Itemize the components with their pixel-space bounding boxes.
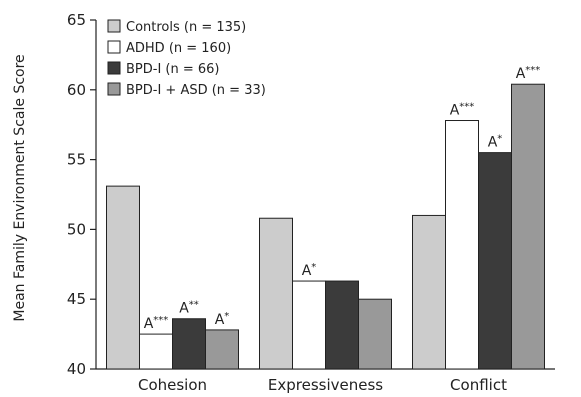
x-tick-label: Cohesion [138, 376, 207, 394]
y-axis-label: Mean Family Environment Scale Score [12, 54, 28, 321]
y-tick-label: 45 [67, 290, 86, 308]
bar [172, 318, 206, 370]
y-tick-label: 50 [67, 220, 86, 238]
bar-annotation: A*** [516, 65, 541, 82]
bar [106, 185, 140, 370]
legend-label: ADHD (n = 160) [126, 41, 231, 56]
bar-annotation: A*** [450, 102, 475, 119]
x-tick-label: Expressiveness [268, 376, 383, 394]
legend-swatch [107, 82, 121, 96]
bar [259, 217, 293, 370]
legend: Controls (n = 135) ADHD (n = 160) BPD-I (n… [107, 19, 266, 98]
legend-swatch [107, 40, 121, 54]
bar [292, 280, 326, 370]
legend-label: BPD-I (n = 66) [126, 62, 220, 77]
legend-label: Controls (n = 135) [126, 20, 246, 35]
bar-annotations: A*** A* A*** A** A* A* A*** [144, 65, 541, 332]
legend-label: BPD-I + ASD (n = 33) [126, 83, 266, 98]
y-tick-label: 55 [67, 151, 86, 169]
bar-annotation: A*** [144, 315, 169, 332]
legend-swatch [107, 61, 121, 75]
bar-annotation: A* [488, 134, 503, 151]
bar [139, 333, 173, 370]
bar-annotation: A* [302, 262, 317, 279]
bar [358, 298, 392, 370]
bars [106, 83, 545, 370]
bar [445, 120, 479, 370]
bar [412, 214, 446, 370]
bar-annotation: A* [215, 311, 230, 328]
bar [511, 83, 545, 370]
y-tick-label: 60 [67, 81, 86, 99]
y-tick-label: 65 [67, 11, 86, 29]
x-axis: Cohesion Expressiveness Conflict [96, 368, 555, 394]
x-tick-label: Conflict [450, 376, 507, 394]
bar [325, 280, 359, 370]
bar-annotation: A** [179, 300, 199, 317]
y-axis: 40 45 50 55 60 65 [67, 11, 97, 378]
legend-swatch [107, 19, 121, 33]
bar [478, 152, 512, 370]
y-tick-label: 40 [67, 360, 86, 378]
bar [205, 329, 239, 370]
